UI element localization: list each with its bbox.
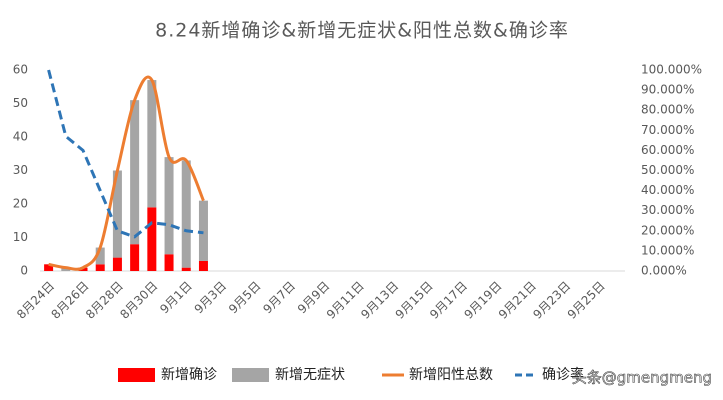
legend-label: 确诊率 (542, 366, 584, 383)
bar (181, 267, 191, 271)
bar (164, 254, 174, 271)
bar (198, 260, 208, 271)
bar (147, 80, 157, 208)
x-tick-label: 9月5日 (226, 279, 264, 317)
legend-label: 新增阳性总数 (409, 367, 493, 383)
y2-tick-label: 100.000% (641, 63, 702, 77)
y2-tick-label: 80.000% (641, 103, 694, 117)
bar (130, 244, 140, 271)
bar (95, 247, 105, 265)
legend-label: 新增无症状 (275, 367, 345, 383)
bar (61, 267, 71, 271)
y2-tick-label: 90.000% (641, 83, 694, 97)
y2-tick-label: 50.000% (641, 163, 694, 177)
legend-swatch (118, 368, 155, 382)
bar (44, 264, 54, 271)
bar (112, 257, 122, 271)
y2-tick-label: 70.000% (641, 123, 694, 137)
y2-tick-label: 60.000% (641, 143, 694, 157)
x-tick-label: 9月25日 (565, 279, 608, 322)
y2-tick-label: 30.000% (641, 203, 694, 217)
y2-tick-label: 0.000% (641, 264, 687, 278)
y-tick-label: 50 (13, 96, 28, 110)
bar (95, 264, 105, 271)
watermark: 头条@gmengmeng (572, 369, 712, 387)
y-tick-label: 0 (20, 264, 28, 278)
y-tick-label: 20 (13, 197, 28, 211)
bar (181, 160, 191, 268)
chart-title: 8.24新增确诊&新增无症状&阳性总数&确诊率 (155, 20, 569, 42)
y2-tick-label: 10.000% (641, 243, 694, 257)
y-tick-label: 10 (13, 230, 28, 244)
line (48, 75, 205, 271)
x-tick-label: 9月7日 (260, 279, 298, 317)
legend-label: 新增确诊 (161, 367, 217, 383)
y2-tick-label: 20.000% (641, 223, 694, 237)
y2-tick-label: 40.000% (641, 183, 694, 197)
bar (112, 170, 122, 258)
bar (147, 207, 157, 271)
x-tick-label: 9月3日 (192, 279, 230, 317)
y-tick-label: 60 (13, 63, 28, 77)
bar (164, 157, 174, 255)
line (47, 69, 204, 239)
x-tick-label: 9月1日 (157, 279, 195, 317)
bar (130, 100, 140, 245)
bar (198, 200, 208, 261)
legend-swatch (232, 368, 269, 382)
y-tick-label: 30 (13, 163, 28, 177)
y-tick-label: 40 (13, 130, 28, 144)
x-tick-label: 8月30日 (117, 279, 160, 322)
